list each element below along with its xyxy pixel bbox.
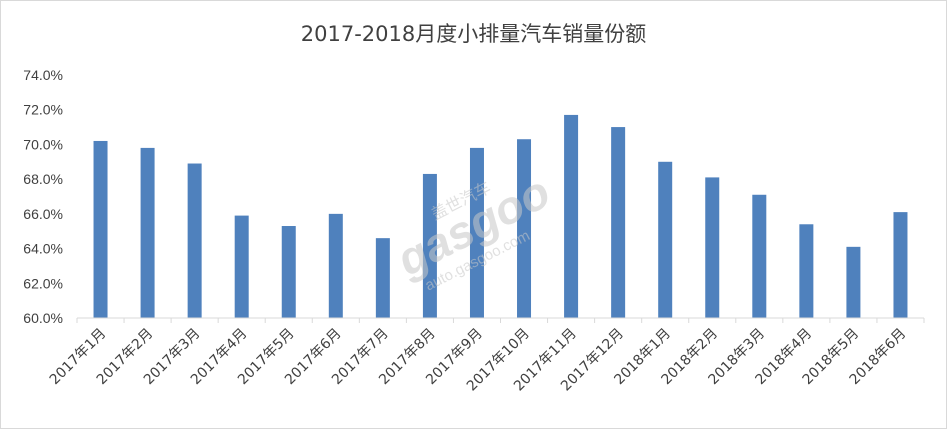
y-axis: 60.0% 62.0% 64.0% 66.0% 68.0% 70.0% 72.0% 74.0% — [23, 67, 63, 326]
y-tick-label: 64.0% — [23, 241, 63, 257]
y-tick-label: 74.0% — [23, 67, 63, 83]
bar — [281, 226, 296, 318]
bar — [422, 173, 437, 318]
bar — [799, 224, 814, 318]
y-tick-label: 72.0% — [23, 102, 63, 118]
y-tick-label: 66.0% — [23, 206, 63, 222]
y-tick-label: 70.0% — [23, 136, 63, 152]
bar — [705, 177, 720, 318]
bar — [140, 147, 155, 318]
bar — [187, 163, 202, 318]
chart-title: 2017-2018月度小排量汽车销量份额 — [300, 22, 647, 46]
bar — [846, 246, 861, 318]
bar — [517, 139, 532, 318]
y-tick-label: 60.0% — [23, 310, 63, 326]
bar — [93, 140, 108, 318]
bar — [752, 194, 767, 318]
bar — [611, 127, 626, 318]
bar — [658, 161, 673, 318]
bar — [893, 212, 908, 318]
y-tick-label: 62.0% — [23, 275, 63, 291]
bars-group — [93, 114, 908, 319]
bar — [564, 114, 579, 319]
x-tick-labels: 2017年1月2017年2月2017年3月2017年4月2017年5月2017年… — [47, 326, 910, 395]
bar — [375, 238, 390, 318]
bar — [234, 215, 249, 318]
x-axis — [76, 317, 925, 323]
bar — [469, 147, 484, 318]
y-tick-label: 68.0% — [23, 171, 63, 187]
bar — [328, 213, 343, 318]
